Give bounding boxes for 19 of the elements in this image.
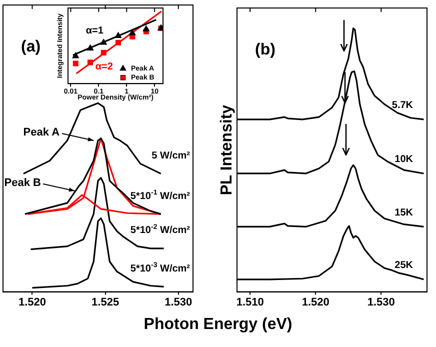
x-tick-label: 1.525 — [92, 296, 120, 308]
x-tick-label: 1.530 — [367, 296, 395, 308]
chart-title: (a) — [21, 38, 41, 56]
series-label: 15K — [394, 207, 414, 218]
annotation: α=2 — [95, 62, 114, 73]
x-tick-label: 1.530 — [164, 296, 192, 308]
series-label: 5.7K — [392, 100, 414, 112]
annotation: Peak B — [4, 176, 42, 189]
x-axis-title: Photon Energy (eV) — [142, 316, 294, 334]
x-tick-label: 1.520 — [18, 296, 46, 308]
x-tick-label: 1.520 — [302, 296, 330, 308]
series-label: 10K — [394, 154, 414, 166]
series-label: 5 W/cm² — [152, 150, 191, 162]
text: (b) — [255, 41, 276, 58]
series-label: 25K — [394, 260, 414, 272]
annotation: Peak A — [23, 126, 60, 139]
y-axis-title: PL Intensity — [218, 104, 236, 196]
x-tick-label: 1.510 — [236, 296, 264, 308]
annotation: α=1 — [86, 25, 104, 36]
